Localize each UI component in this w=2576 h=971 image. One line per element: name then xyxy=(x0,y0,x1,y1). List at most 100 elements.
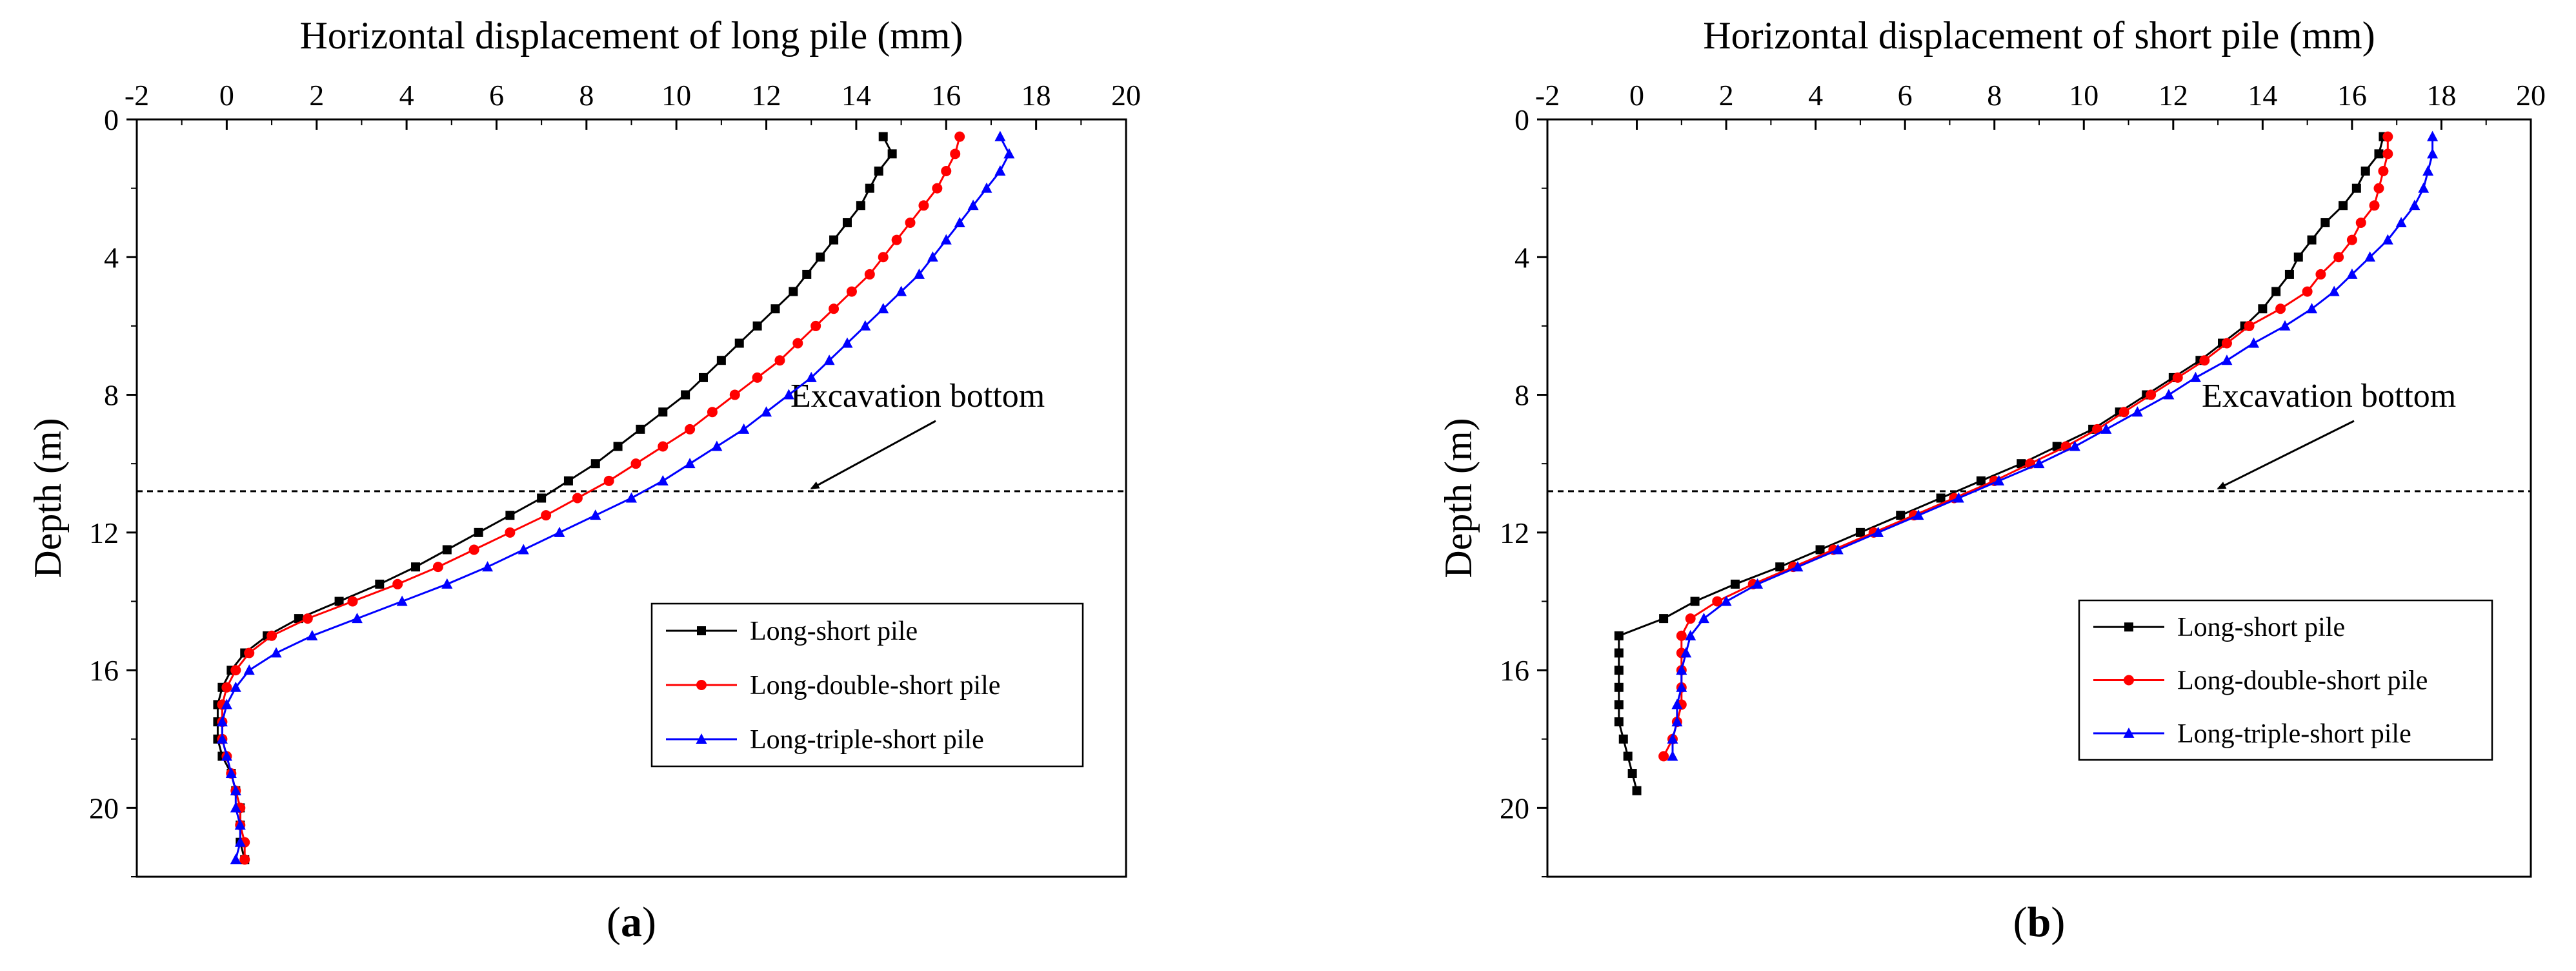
data-point xyxy=(1003,148,1015,159)
data-point xyxy=(896,285,907,296)
y-tick-label: 0 xyxy=(104,103,119,136)
x-tick-label: 18 xyxy=(2426,79,2456,112)
data-point xyxy=(2118,407,2129,418)
data-point xyxy=(2360,166,2370,176)
data-point xyxy=(1792,561,1804,572)
legend-marker xyxy=(2123,727,2135,738)
data-point xyxy=(865,183,874,193)
plot-frame xyxy=(1546,118,2532,878)
data-point xyxy=(334,597,344,606)
data-point xyxy=(729,389,740,400)
data-point xyxy=(954,216,965,227)
data-point xyxy=(230,853,241,864)
data-point xyxy=(685,424,696,434)
data-point xyxy=(2382,234,2393,245)
data-point xyxy=(375,579,385,589)
data-point xyxy=(505,527,516,538)
y-tick-label: 16 xyxy=(89,654,119,687)
data-point xyxy=(707,407,718,418)
data-point xyxy=(2221,354,2233,365)
data-point xyxy=(2364,251,2376,262)
x-tick-label: 14 xyxy=(2248,79,2277,112)
data-point xyxy=(307,629,318,640)
data-point xyxy=(2293,252,2303,262)
data-point xyxy=(1614,700,1624,710)
data-point xyxy=(761,406,772,417)
series-long-triple-short-pile xyxy=(1667,130,2439,761)
data-point xyxy=(860,320,871,331)
data-point xyxy=(234,819,246,830)
legend-entry-label: Long-short pile xyxy=(750,617,918,646)
x-tick-label: 8 xyxy=(1987,79,2002,112)
data-point xyxy=(2374,149,2384,159)
data-point xyxy=(932,183,943,194)
data-point xyxy=(347,596,358,607)
data-point xyxy=(554,526,565,537)
data-point xyxy=(2346,234,2357,245)
data-point xyxy=(783,389,794,400)
data-point xyxy=(1752,578,1764,589)
data-point xyxy=(2189,371,2201,382)
data-point xyxy=(2427,130,2439,141)
data-point xyxy=(887,149,897,159)
data-point xyxy=(774,355,785,366)
data-point xyxy=(2248,337,2260,348)
data-point xyxy=(878,303,889,314)
data-point xyxy=(2382,148,2393,159)
annotation-arrow xyxy=(2217,420,2355,490)
data-point xyxy=(1730,579,1740,589)
data-point xyxy=(225,768,237,779)
data-point xyxy=(239,854,250,865)
y-tick-label: 12 xyxy=(89,516,119,549)
data-point xyxy=(940,234,952,245)
data-point xyxy=(994,165,1006,176)
data-point xyxy=(941,165,952,176)
data-point xyxy=(1832,544,1844,555)
data-point xyxy=(474,527,483,537)
data-point xyxy=(221,750,232,761)
annotation-arrow xyxy=(810,420,936,490)
data-point xyxy=(216,716,228,727)
data-point xyxy=(2409,199,2420,210)
data-point xyxy=(734,338,744,348)
data-point xyxy=(816,252,825,262)
series-long-triple-short-pile xyxy=(216,130,1015,864)
data-point xyxy=(396,595,408,606)
data-point xyxy=(891,234,902,245)
data-point xyxy=(572,493,583,504)
data-point xyxy=(738,423,750,434)
data-point xyxy=(221,682,232,693)
data-point xyxy=(2346,268,2358,279)
legend: Long-short pile Long-double-short pile Lon… xyxy=(2078,599,2493,761)
data-point xyxy=(657,475,669,486)
data-point xyxy=(2172,372,2183,383)
legend-marker xyxy=(696,680,707,690)
data-point xyxy=(1690,597,1700,606)
data-point xyxy=(2418,182,2430,193)
data-point xyxy=(752,372,763,383)
x-tick-label: 10 xyxy=(661,79,691,112)
x-axis-title: Horizontal displacement of long pile (mm… xyxy=(299,14,963,57)
data-point xyxy=(829,235,839,245)
data-point xyxy=(878,252,889,263)
data-point xyxy=(2307,235,2317,245)
legend: Long-short pile Long-double-short pile Lon… xyxy=(650,602,1084,768)
data-point xyxy=(518,544,529,555)
data-point xyxy=(842,218,852,227)
data-point xyxy=(630,458,641,469)
data-point xyxy=(2279,320,2291,331)
data-point xyxy=(230,665,241,676)
data-point xyxy=(2339,201,2348,210)
data-point xyxy=(2378,165,2389,176)
x-tick-label: 4 xyxy=(399,79,414,112)
data-point xyxy=(698,373,708,382)
data-point xyxy=(864,269,875,280)
data-point xyxy=(802,269,812,279)
data-point xyxy=(613,442,623,451)
x-tick-label: 16 xyxy=(931,79,961,112)
data-point xyxy=(2131,406,2143,417)
x-tick-label: 20 xyxy=(2516,79,2546,112)
data-point xyxy=(267,630,277,641)
